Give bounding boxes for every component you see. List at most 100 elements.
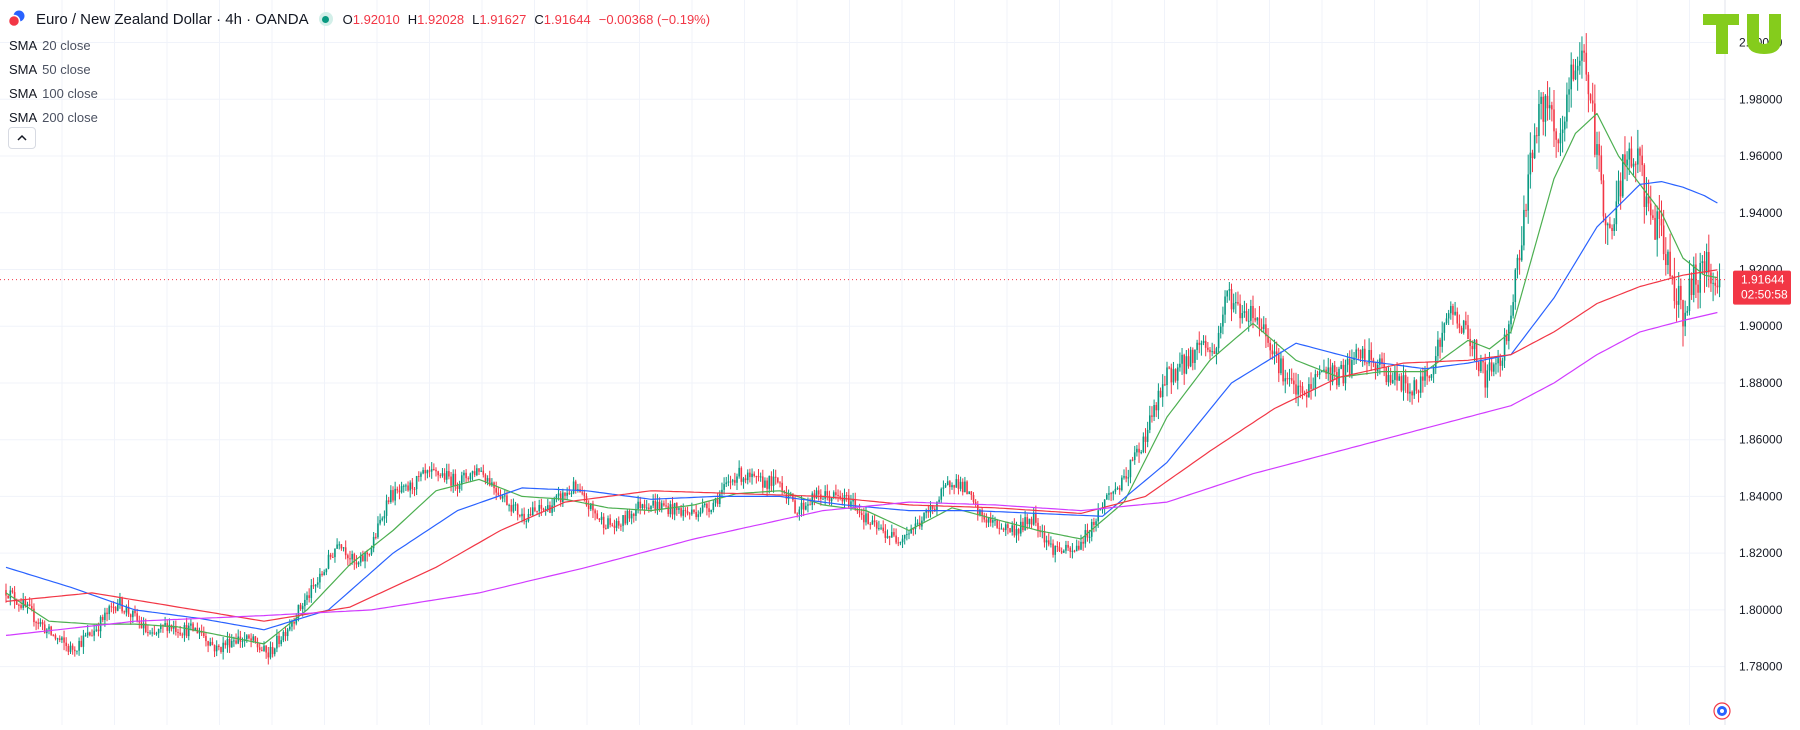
candle-body[interactable] — [1402, 375, 1405, 391]
candle-body[interactable] — [1439, 339, 1441, 347]
candle-body[interactable] — [1080, 541, 1082, 550]
candle-body[interactable] — [809, 504, 811, 506]
candle-body[interactable] — [688, 513, 691, 515]
candle-body[interactable] — [1391, 379, 1394, 383]
candle-body[interactable] — [1142, 436, 1145, 453]
sma-20-line[interactable] — [5, 112, 1718, 645]
candle-body[interactable] — [985, 519, 988, 523]
candle-body[interactable] — [581, 492, 583, 494]
candle-body[interactable] — [1540, 96, 1542, 104]
candle-body[interactable] — [1052, 543, 1054, 555]
candle-body[interactable] — [1112, 491, 1115, 494]
candle-body[interactable] — [757, 476, 760, 478]
candle-body[interactable] — [1273, 351, 1276, 355]
candle-body[interactable] — [1469, 338, 1471, 346]
candle-body[interactable] — [48, 626, 50, 630]
candle-body[interactable] — [344, 547, 347, 556]
candle-body[interactable] — [572, 481, 575, 494]
candle-body[interactable] — [1675, 301, 1678, 305]
candle-body[interactable] — [1503, 334, 1506, 361]
candle-body[interactable] — [755, 475, 758, 477]
candle-body[interactable] — [108, 606, 110, 615]
candle-body[interactable] — [332, 556, 334, 558]
candle-body[interactable] — [1269, 342, 1271, 351]
candle-body[interactable] — [792, 493, 794, 501]
candle-body[interactable] — [1155, 405, 1158, 411]
candle-body[interactable] — [1407, 383, 1409, 394]
candle-body[interactable] — [469, 473, 472, 480]
candle-body[interactable] — [1295, 384, 1297, 395]
candle-body[interactable] — [1462, 320, 1465, 333]
candle-body[interactable] — [869, 524, 872, 526]
candle-body[interactable] — [762, 476, 764, 488]
candle-body[interactable] — [125, 606, 128, 613]
candle-body[interactable] — [1290, 378, 1293, 381]
candle-body[interactable] — [1224, 296, 1226, 315]
candle-body[interactable] — [1050, 543, 1052, 545]
candle-body[interactable] — [1254, 318, 1256, 321]
candle-body[interactable] — [1619, 180, 1622, 197]
candle-body[interactable] — [484, 474, 487, 482]
candle-body[interactable] — [727, 481, 730, 483]
candle-body[interactable] — [871, 520, 874, 525]
candle-body[interactable] — [1553, 109, 1555, 132]
candle-body[interactable] — [117, 604, 119, 611]
candle-body[interactable] — [968, 491, 970, 495]
candle-body[interactable] — [1441, 332, 1443, 347]
candle-body[interactable] — [213, 645, 216, 652]
candle-body[interactable] — [1047, 540, 1050, 545]
candle-body[interactable] — [177, 631, 179, 633]
candle-body[interactable] — [357, 562, 360, 565]
candle-body[interactable] — [104, 612, 106, 621]
candle-body[interactable] — [1308, 384, 1310, 398]
candle-body[interactable] — [1252, 305, 1254, 319]
candle-body[interactable] — [134, 610, 136, 614]
candle-body[interactable] — [215, 645, 218, 652]
candle-body[interactable] — [1202, 340, 1205, 343]
candle-body[interactable] — [5, 590, 7, 596]
candle-body[interactable] — [1288, 378, 1291, 380]
candle-body[interactable] — [61, 637, 63, 640]
candle-body[interactable] — [198, 630, 201, 634]
candle-body[interactable] — [78, 640, 80, 651]
candle-body[interactable] — [729, 481, 732, 483]
candle-body[interactable] — [1490, 362, 1493, 372]
candle-body[interactable] — [1493, 364, 1495, 372]
candle-body[interactable] — [817, 490, 820, 495]
candle-body[interactable] — [996, 520, 998, 528]
candle-body[interactable] — [437, 471, 439, 476]
candle-body[interactable] — [461, 475, 463, 485]
sma-100-line[interactable] — [5, 269, 1718, 622]
candle-body[interactable] — [712, 502, 715, 511]
candle-body[interactable] — [1256, 317, 1259, 321]
candle-body[interactable] — [41, 622, 44, 625]
candle-body[interactable] — [246, 635, 248, 640]
candle-body[interactable] — [1237, 302, 1239, 304]
candle-body[interactable] — [1424, 370, 1426, 381]
candle-body[interactable] — [1144, 436, 1147, 442]
candle-body[interactable] — [1011, 525, 1013, 532]
candle-body[interactable] — [147, 631, 149, 633]
candle-body[interactable] — [323, 572, 325, 576]
candle-body[interactable] — [342, 547, 345, 549]
candle-body[interactable] — [1239, 303, 1241, 319]
candle-body[interactable] — [140, 622, 143, 629]
candle-body[interactable] — [1445, 318, 1448, 324]
candle-body[interactable] — [1486, 370, 1489, 388]
candle-body[interactable] — [454, 473, 457, 486]
candle-body[interactable] — [695, 512, 697, 518]
candle-body[interactable] — [880, 527, 882, 529]
candle-body[interactable] — [901, 538, 904, 543]
candle-body[interactable] — [1632, 163, 1635, 167]
candle-body[interactable] — [1557, 139, 1560, 144]
candle-body[interactable] — [598, 518, 601, 520]
candle-body[interactable] — [1432, 368, 1435, 375]
candle-body[interactable] — [1185, 356, 1188, 374]
candle-body[interactable] — [28, 604, 31, 607]
candle-body[interactable] — [1510, 315, 1512, 325]
candle-body[interactable] — [544, 508, 547, 510]
candle-body[interactable] — [402, 485, 405, 487]
candle-body[interactable] — [1063, 550, 1065, 553]
candle-body[interactable] — [286, 629, 289, 637]
candle-body[interactable] — [1458, 323, 1461, 328]
